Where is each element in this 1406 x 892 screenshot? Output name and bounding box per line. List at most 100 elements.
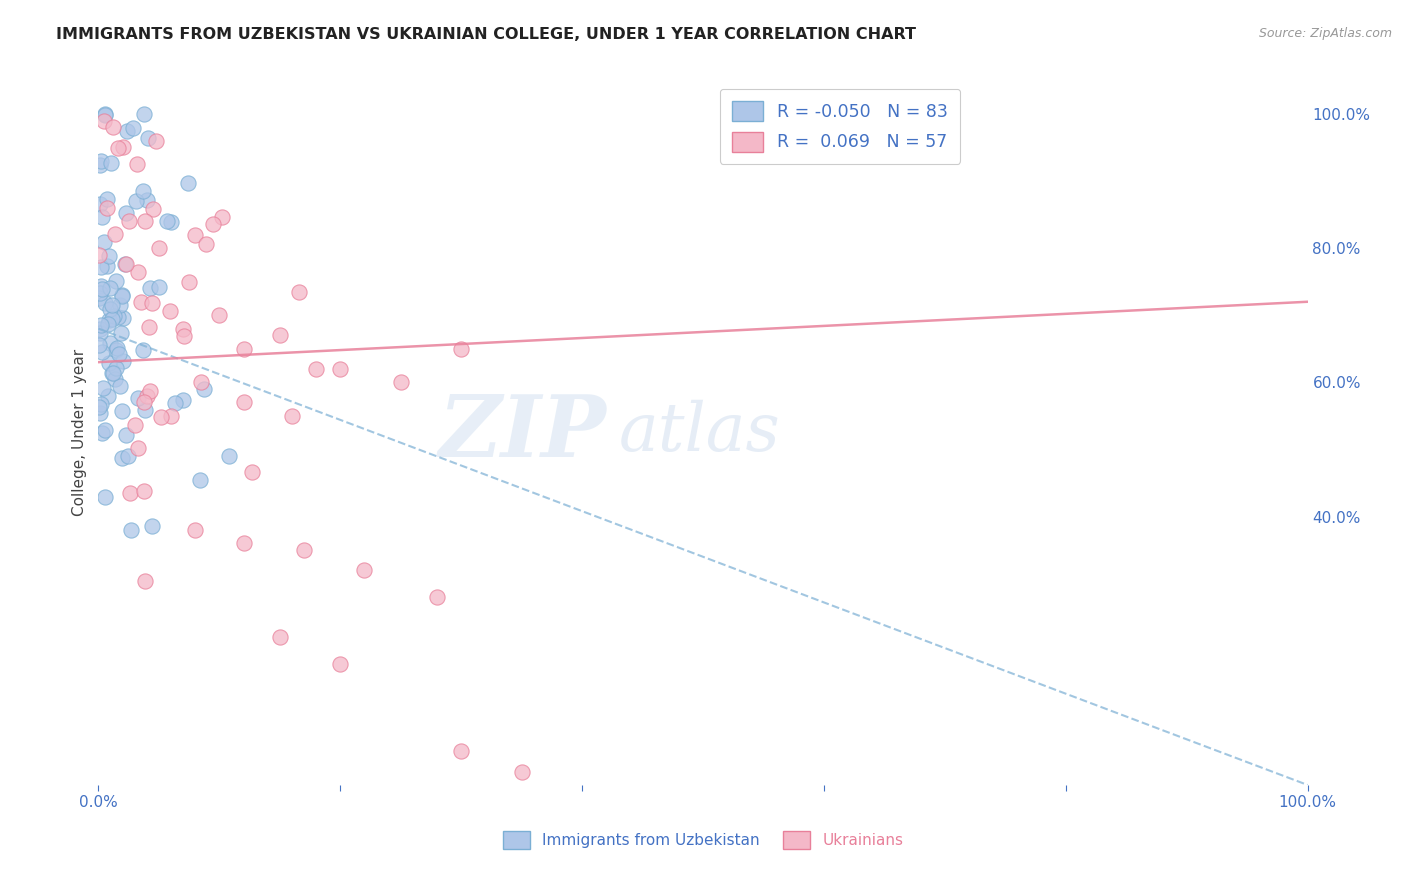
Point xyxy=(94,108,117,122)
Point xyxy=(118,214,141,228)
Point xyxy=(124,194,146,208)
Point xyxy=(211,210,233,224)
Point xyxy=(150,410,173,425)
Point xyxy=(114,257,136,271)
Point xyxy=(101,298,124,312)
Point xyxy=(100,155,122,169)
Point xyxy=(111,311,134,326)
Point xyxy=(90,318,112,332)
Point xyxy=(193,382,215,396)
Point xyxy=(105,342,128,356)
Point xyxy=(90,279,112,293)
Point xyxy=(108,298,131,312)
Point xyxy=(111,140,134,154)
Point xyxy=(134,574,156,589)
Point xyxy=(232,342,254,356)
Point xyxy=(98,249,121,263)
Point xyxy=(173,329,195,343)
Point xyxy=(136,193,159,207)
Point xyxy=(188,473,211,487)
Point xyxy=(120,486,142,500)
Point xyxy=(91,426,114,441)
Point xyxy=(111,451,134,466)
Point xyxy=(139,384,162,399)
Point xyxy=(165,396,187,410)
Text: IMMIGRANTS FROM UZBEKISTAN VS UKRAINIAN COLLEGE, UNDER 1 YEAR CORRELATION CHART: IMMIGRANTS FROM UZBEKISTAN VS UKRAINIAN … xyxy=(56,27,917,42)
Point xyxy=(132,395,155,409)
Point xyxy=(132,483,155,498)
Point xyxy=(98,356,121,370)
Point xyxy=(108,347,131,361)
Point xyxy=(141,519,163,533)
Point xyxy=(101,120,124,135)
Point xyxy=(177,276,200,290)
Point xyxy=(115,206,138,220)
Point xyxy=(281,409,304,423)
Point xyxy=(101,366,124,380)
Point xyxy=(125,157,148,171)
Point xyxy=(269,630,291,644)
Point xyxy=(138,320,160,334)
Point xyxy=(132,184,155,198)
Point xyxy=(89,158,111,172)
Point xyxy=(104,343,127,357)
Point xyxy=(155,214,177,228)
Point xyxy=(194,236,217,251)
Point xyxy=(292,543,315,558)
Point xyxy=(90,260,112,274)
Point xyxy=(184,523,207,537)
Point xyxy=(90,210,112,224)
Point xyxy=(172,393,194,408)
Point xyxy=(93,423,115,437)
Text: Source: ZipAtlas.com: Source: ZipAtlas.com xyxy=(1258,27,1392,40)
Point xyxy=(89,286,111,301)
Point xyxy=(148,241,170,255)
Point xyxy=(218,449,240,463)
Point xyxy=(132,107,155,121)
Point xyxy=(89,197,111,211)
Point xyxy=(135,389,157,403)
Point xyxy=(110,379,132,393)
Point xyxy=(94,107,117,121)
Point xyxy=(114,257,136,271)
Point xyxy=(305,362,328,376)
Point xyxy=(100,311,122,326)
Point xyxy=(89,291,111,305)
Point xyxy=(115,123,138,137)
Point xyxy=(103,309,125,323)
Point xyxy=(107,310,129,324)
Point xyxy=(89,338,111,352)
Point xyxy=(89,322,111,336)
Point xyxy=(269,328,291,343)
Point xyxy=(114,428,136,442)
Point xyxy=(120,523,142,537)
Y-axis label: College, Under 1 year: College, Under 1 year xyxy=(72,349,87,516)
Point xyxy=(450,744,472,758)
Point xyxy=(242,465,264,479)
Point xyxy=(138,130,160,145)
Point xyxy=(98,301,121,316)
Point xyxy=(510,764,533,779)
Point xyxy=(111,287,134,301)
Point xyxy=(104,361,127,376)
Point xyxy=(94,295,117,310)
Point xyxy=(127,442,149,456)
Point xyxy=(145,134,167,148)
Point xyxy=(89,406,111,420)
Point xyxy=(329,657,352,672)
Point xyxy=(111,404,134,418)
Point xyxy=(93,235,115,249)
Point xyxy=(107,141,129,155)
Point xyxy=(353,563,375,577)
Point xyxy=(124,417,146,432)
Point xyxy=(91,345,114,359)
Point xyxy=(97,317,120,331)
Point xyxy=(288,285,311,299)
Point xyxy=(141,296,163,310)
Point xyxy=(190,376,212,390)
Point xyxy=(110,326,132,340)
Point xyxy=(426,590,449,604)
Point xyxy=(160,409,183,423)
Point xyxy=(91,381,114,395)
Point xyxy=(127,265,149,279)
